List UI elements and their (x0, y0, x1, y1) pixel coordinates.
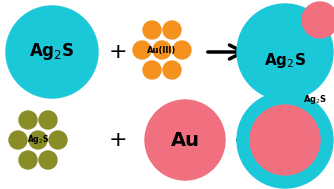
Circle shape (173, 41, 191, 59)
Circle shape (19, 111, 37, 129)
Circle shape (302, 2, 334, 38)
Circle shape (39, 111, 57, 129)
Text: Au: Au (272, 131, 298, 149)
Circle shape (163, 21, 181, 39)
Text: +: + (109, 42, 127, 62)
Text: Ag$_2$S: Ag$_2$S (27, 133, 49, 146)
Circle shape (9, 131, 27, 149)
Circle shape (153, 41, 171, 59)
Circle shape (39, 151, 57, 169)
Circle shape (237, 4, 333, 100)
Circle shape (19, 151, 37, 169)
Circle shape (143, 61, 161, 79)
Text: Ag$_2$S: Ag$_2$S (264, 50, 306, 70)
Circle shape (143, 21, 161, 39)
Circle shape (145, 100, 225, 180)
Circle shape (49, 131, 67, 149)
Text: Au: Au (312, 15, 328, 25)
Circle shape (6, 6, 98, 98)
Circle shape (237, 92, 333, 188)
Text: +: + (109, 130, 127, 150)
Text: Au(III): Au(III) (147, 46, 177, 54)
Text: Ag$_2$S: Ag$_2$S (303, 94, 327, 106)
Circle shape (250, 105, 320, 175)
Text: Au: Au (170, 130, 199, 149)
Circle shape (29, 131, 47, 149)
Text: Ag$_2$S: Ag$_2$S (29, 42, 75, 63)
Circle shape (163, 61, 181, 79)
Circle shape (133, 41, 151, 59)
